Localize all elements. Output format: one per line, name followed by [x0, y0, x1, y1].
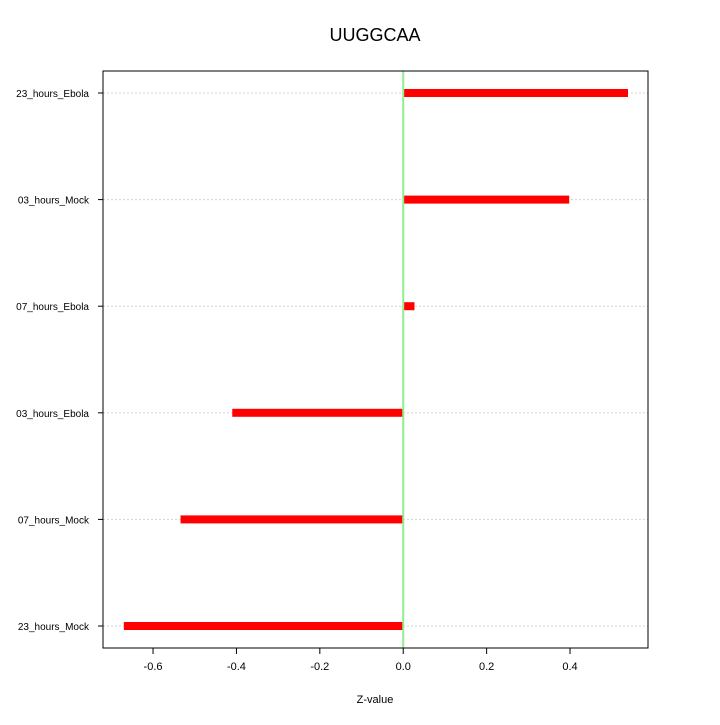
x-tick-label: -0.2: [310, 661, 329, 673]
bar-03_hours_Mock: [403, 195, 570, 204]
x-tick-label: -0.4: [227, 661, 246, 673]
plot-frame: [102, 70, 649, 649]
bar-23_hours_Ebola: [403, 89, 628, 97]
y-tick-label: 23_hours_Mock: [18, 622, 90, 633]
x-tick-label: -0.6: [144, 661, 163, 673]
x-tick-label: 0.2: [479, 661, 494, 673]
y-tick-label: 07_hours_Mock: [18, 515, 90, 526]
chart-title: UUGGCAA: [329, 25, 420, 45]
bar-03_hours_Ebola: [232, 408, 404, 417]
bar-07_hours_Mock: [180, 515, 404, 524]
y-tick-label: 07_hours_Ebola: [16, 302, 89, 313]
y-tick-label: 03_hours_Mock: [18, 196, 90, 207]
bar-07_hours_Ebola: [403, 302, 415, 311]
y-tick-label: 23_hours_Ebola: [16, 89, 89, 100]
x-axis-label: Z-value: [357, 694, 394, 706]
x-tick-label: 0.0: [396, 661, 411, 673]
x-tick-label: 0.4: [562, 661, 577, 673]
bar-23_hours_Mock: [123, 622, 404, 630]
y-tick-label: 03_hours_Ebola: [16, 409, 89, 420]
